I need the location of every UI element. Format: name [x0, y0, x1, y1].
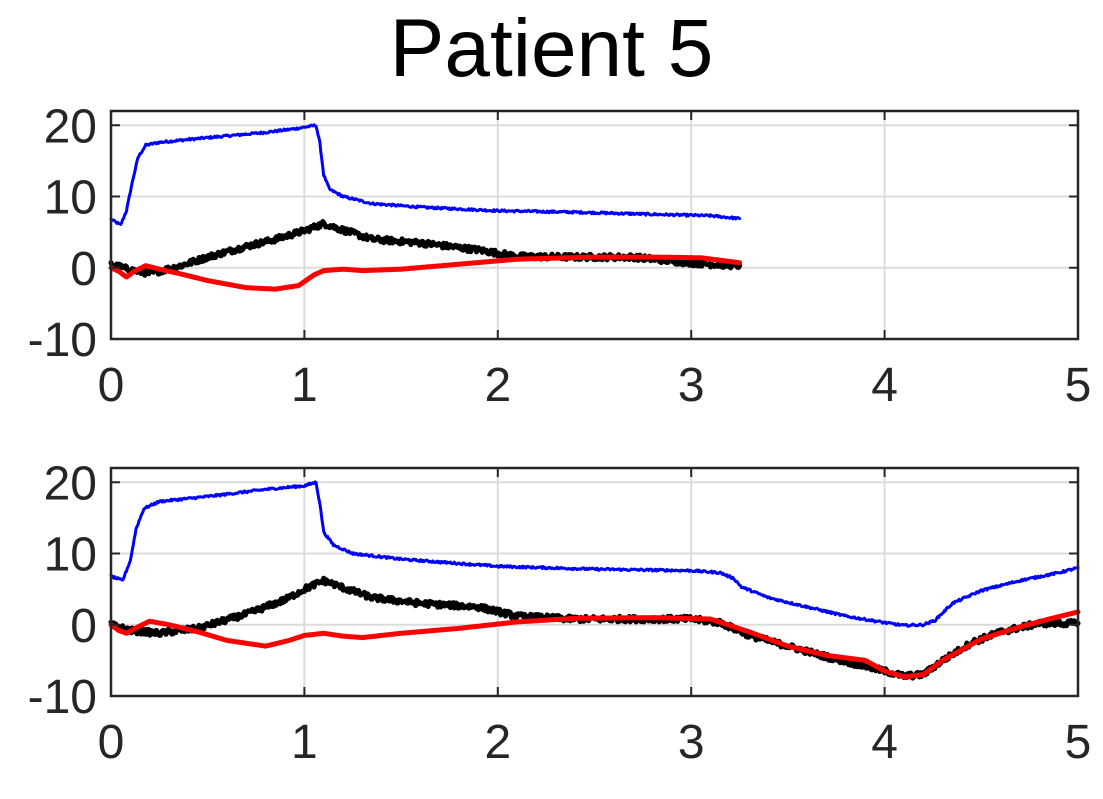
x-tick-label: 1 [291, 716, 318, 769]
series-line-3 [108, 609, 1081, 680]
chart-title: Patient 5 [389, 3, 714, 94]
x-tick-label: 0 [98, 359, 125, 412]
series-line-2 [108, 575, 1081, 681]
axes-box [109, 109, 1080, 341]
y-tick-label: 0 [70, 600, 97, 653]
y-tick-label: 10 [44, 172, 97, 225]
y-tick-label: 10 [44, 529, 97, 582]
x-tick-label: 2 [484, 716, 511, 769]
x-tick-label: 2 [484, 359, 511, 412]
x-tick-label: 4 [871, 716, 898, 769]
axes-box [109, 466, 1080, 698]
y-tick-label: 20 [44, 457, 97, 510]
x-tick-label: 1 [291, 359, 318, 412]
y-tick-label: -10 [28, 671, 97, 724]
x-tick-label: 3 [678, 716, 705, 769]
x-tick-label: 3 [678, 359, 705, 412]
series-line-1 [109, 123, 742, 226]
x-tick-label: 5 [1065, 359, 1092, 412]
series-line-3 [108, 254, 743, 292]
y-tick-label: -10 [28, 314, 97, 367]
x-tick-label: 5 [1065, 716, 1092, 769]
x-tick-label: 0 [98, 716, 125, 769]
series-line-1 [109, 480, 1080, 628]
y-tick-label: 0 [70, 243, 97, 296]
x-tick-label: 4 [871, 359, 898, 412]
y-tick-label: 20 [44, 100, 97, 153]
